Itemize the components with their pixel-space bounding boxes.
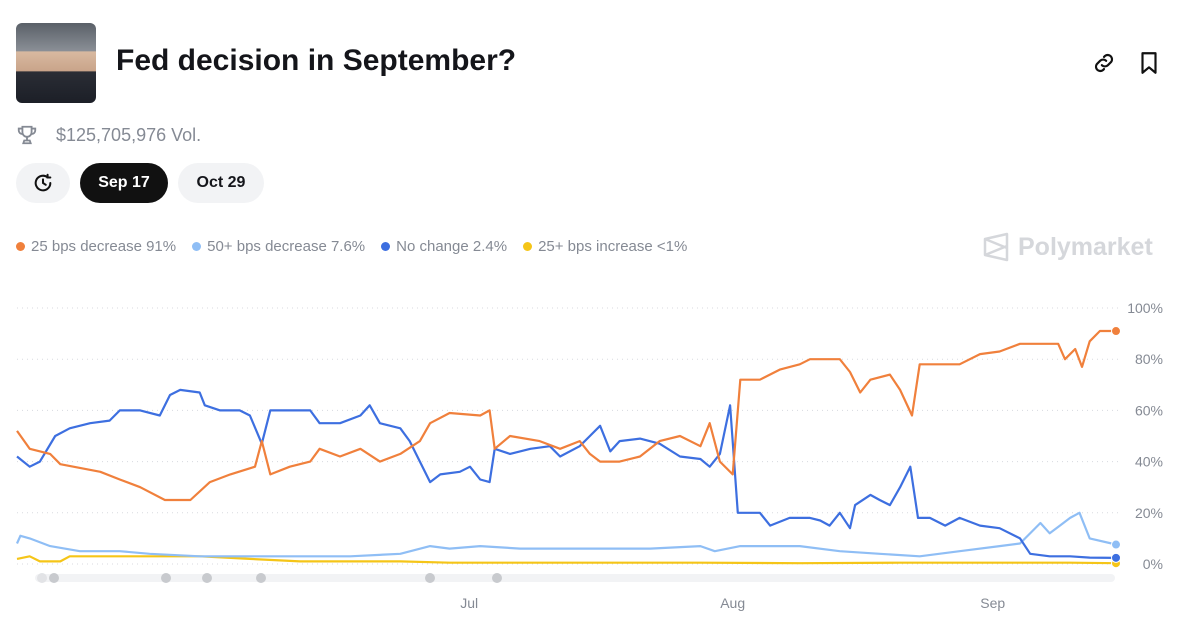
- market-image: [16, 23, 96, 103]
- legend-item: No change 2.4%: [381, 238, 507, 255]
- timeline-marker: [256, 573, 266, 583]
- legend-dot: [523, 242, 533, 251]
- timeline-marker: [49, 573, 59, 583]
- legend-dot: [381, 242, 391, 251]
- y-tick-label: 0%: [1143, 556, 1163, 572]
- bookmark-icon[interactable]: [1136, 50, 1162, 76]
- chart-legend: 25 bps decrease 91% 50+ bps decrease 7.6…: [16, 238, 687, 255]
- date-tabs: Sep 17 Oct 29: [16, 163, 264, 203]
- y-tick-label: 80%: [1135, 351, 1163, 367]
- y-tick-label: 40%: [1135, 454, 1163, 470]
- watermark-text: Polymarket: [1018, 232, 1153, 261]
- timeline-marker: [37, 573, 47, 583]
- legend-item: 50+ bps decrease 7.6%: [192, 238, 365, 255]
- legend-item: 25 bps decrease 91%: [16, 238, 176, 255]
- volume-text: $125,705,976 Vol.: [56, 124, 202, 145]
- series-line-25-bps-increase: [16, 555, 1117, 565]
- timeline-marker: [425, 573, 435, 583]
- trophy-icon: [17, 125, 37, 145]
- y-tick-label: 100%: [1127, 300, 1163, 316]
- timeline-marker: [161, 573, 171, 583]
- series-line-no-change: [16, 388, 1117, 559]
- timeline-marker: [492, 573, 502, 583]
- scrollbar-track[interactable]: [35, 574, 1115, 582]
- legend-label: 25+ bps increase <1%: [538, 238, 688, 255]
- page-title: Fed decision in September?: [116, 44, 517, 77]
- legend-dot: [16, 242, 25, 251]
- legend-item: 25+ bps increase <1%: [523, 238, 687, 255]
- series-end-point: [1111, 539, 1121, 550]
- legend-label: No change 2.4%: [396, 238, 508, 255]
- volume: $125,705,976 Vol.: [16, 124, 201, 146]
- history-icon: [34, 173, 52, 192]
- y-tick-label: 60%: [1135, 402, 1163, 418]
- polymarket-watermark: Polymarket: [982, 232, 1153, 262]
- tab-oct-29[interactable]: Oct 29: [178, 163, 264, 203]
- series-end-point: [1111, 552, 1121, 563]
- x-tick-label: Aug: [720, 595, 745, 611]
- x-tick-label: Sep: [980, 595, 1005, 611]
- series-line-50-bps-decrease: [15, 511, 1117, 558]
- history-button[interactable]: [16, 163, 70, 203]
- series-line-25-bps-decrease: [16, 329, 1116, 502]
- x-tick-label: Jul: [460, 595, 478, 611]
- legend-label: 50+ bps decrease 7.6%: [207, 238, 366, 255]
- timeline-marker: [202, 573, 212, 583]
- series-end-point: [1111, 326, 1121, 337]
- legend-label: 25 bps decrease 91%: [31, 238, 177, 255]
- tab-sep-17[interactable]: Sep 17: [80, 163, 168, 203]
- legend-dot: [192, 242, 202, 251]
- polymarket-logo-icon: [983, 232, 1009, 262]
- y-tick-label: 20%: [1135, 505, 1163, 521]
- link-icon[interactable]: [1091, 50, 1117, 76]
